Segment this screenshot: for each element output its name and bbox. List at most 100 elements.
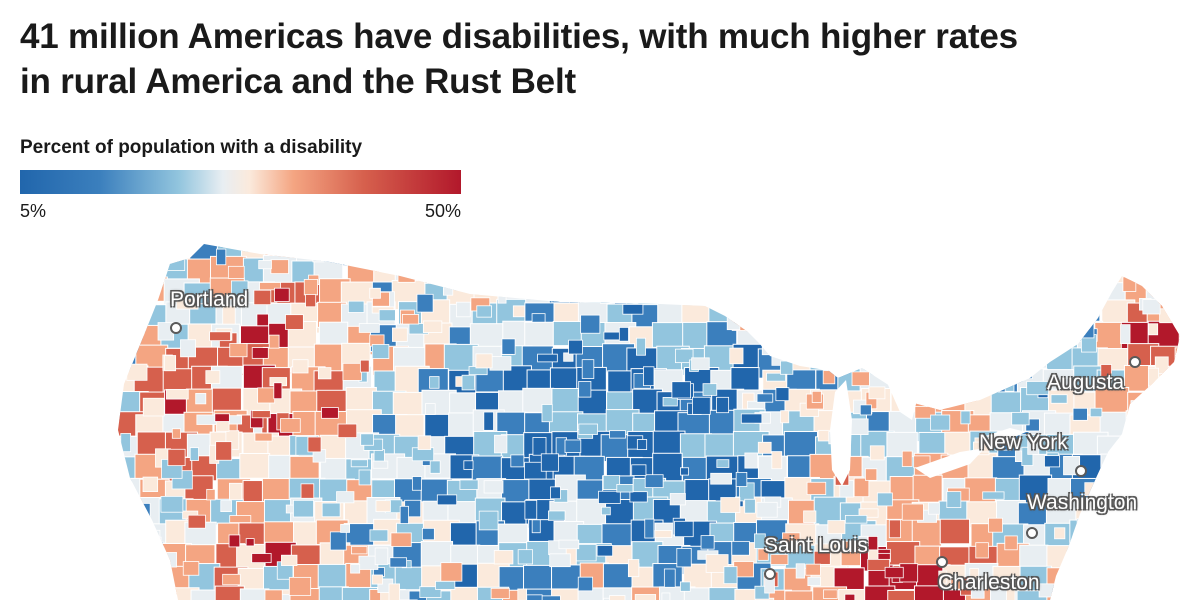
county-cell: [1149, 501, 1180, 528]
county-cell: [1088, 542, 1109, 559]
county-cell: [524, 321, 554, 349]
county-cell: [740, 413, 763, 424]
county-cell: [493, 550, 514, 565]
county-cell: [565, 244, 576, 253]
county-cell: [573, 455, 605, 482]
county-cell: [1038, 583, 1057, 598]
county-cell: [1136, 419, 1153, 435]
county-cell: [709, 255, 744, 281]
county-cell: [494, 434, 508, 454]
county-cell: [812, 255, 844, 283]
county-cell: [813, 260, 834, 279]
county-cell: [936, 298, 953, 309]
county-cell: [490, 587, 510, 599]
county-cell: [863, 280, 899, 306]
county-cell: [757, 282, 788, 310]
county-cell: [558, 539, 580, 550]
county-cell: [904, 293, 916, 304]
county-cell: [164, 252, 186, 271]
county-cell: [1125, 465, 1139, 478]
county-cell: [646, 248, 660, 258]
county-cell: [1098, 590, 1128, 600]
county-cell: [1030, 294, 1047, 314]
county-cell: [550, 244, 588, 260]
county-cell: [585, 244, 599, 259]
county-cell: [257, 387, 276, 404]
county-cell: [603, 331, 622, 341]
county-cell: [860, 323, 895, 353]
county-cell: [512, 305, 526, 318]
county-cell: [867, 536, 879, 551]
county-cell: [1073, 542, 1083, 560]
county-cell: [626, 280, 659, 306]
county-cell: [150, 552, 165, 566]
county-cell: [463, 460, 474, 470]
county-cell: [483, 411, 494, 431]
great-lakes: [748, 330, 1026, 486]
county-cell: [806, 481, 827, 495]
county-cell: [984, 351, 1004, 372]
county-cell: [803, 510, 817, 523]
county-cell: [954, 244, 964, 259]
city-label-washington: Washington: [1027, 491, 1138, 514]
county-cell: [274, 287, 290, 302]
county-cell: [731, 540, 750, 556]
county-cell: [350, 459, 368, 468]
county-cell: [716, 459, 730, 468]
county-cell: [844, 593, 856, 600]
county-cell: [189, 447, 199, 461]
county-cell: [436, 494, 458, 506]
county-cell: [1182, 282, 1198, 299]
county-cell: [524, 499, 538, 520]
county-cell: [416, 293, 434, 313]
county-cell: [671, 381, 692, 399]
county-cell: [822, 370, 836, 385]
county-cell: [1143, 531, 1161, 548]
county-cell: [632, 254, 646, 272]
county-cell: [118, 244, 137, 268]
county-cell: [901, 503, 924, 521]
county-cell: [679, 581, 691, 592]
county-cell: [628, 258, 659, 286]
county-cell: [938, 570, 948, 584]
county-cell: [254, 432, 273, 442]
county-cell: [662, 397, 678, 407]
county-cell: [1045, 244, 1079, 262]
county-cell: [292, 359, 309, 374]
county-cell: [551, 588, 587, 600]
county-cell: [1153, 506, 1172, 524]
county-cell: [652, 430, 686, 458]
county-cell: [342, 362, 362, 381]
county-cell: [510, 454, 525, 468]
county-cell: [651, 322, 686, 348]
county-cell: [887, 244, 920, 264]
county-cell: [658, 278, 689, 305]
county-cell: [916, 299, 953, 328]
city-label-charleston: Charleston: [938, 571, 1040, 594]
county-cell: [813, 244, 844, 267]
county-cell: [1041, 267, 1051, 285]
county-cell: [268, 334, 280, 349]
county-cell: [734, 244, 771, 265]
county-cell: [551, 387, 583, 414]
county-cell: [710, 472, 732, 485]
county-cell: [205, 370, 221, 384]
county-cell: [1125, 524, 1144, 533]
county-cell: [1153, 537, 1174, 557]
county-cell: [792, 263, 810, 277]
county-cell: [868, 386, 886, 400]
city-marker-charleston: [936, 556, 948, 568]
county-cell: [526, 594, 543, 600]
county-cell: [827, 520, 846, 535]
county-cell: [1089, 407, 1103, 418]
county-cell: [683, 259, 714, 291]
county-cell: [944, 280, 976, 310]
county-cell: [118, 587, 145, 600]
county-cell: [461, 374, 475, 391]
county-cell: [118, 348, 122, 359]
county-cell: [1123, 545, 1155, 574]
county-cell: [245, 538, 255, 547]
county-cell: [631, 464, 647, 476]
county-cell: [1119, 435, 1154, 465]
